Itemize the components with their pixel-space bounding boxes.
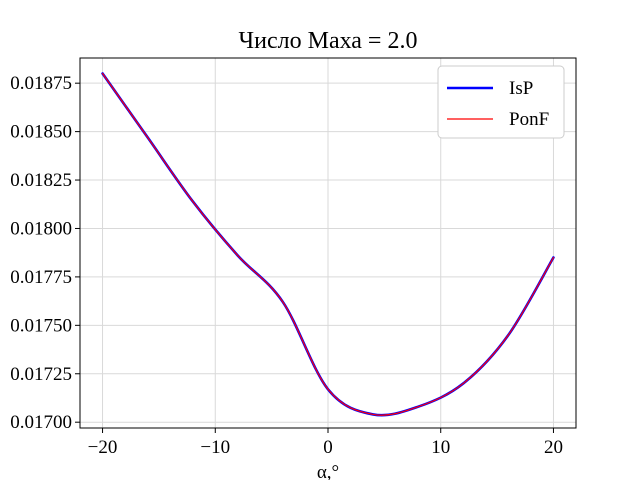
series-line-ponf: [101, 72, 555, 416]
legend: IsP PonF: [437, 65, 565, 139]
y-tick-label: 0.01800: [10, 218, 72, 239]
y-tick-label: 0.01775: [10, 267, 72, 288]
y-tick-label: 0.01825: [10, 170, 72, 191]
x-tick-label: 0: [323, 437, 333, 458]
y-tick-label: 0.01750: [10, 315, 72, 336]
y-tick-label: 0.01875: [10, 73, 72, 94]
x-tick-label: −20: [88, 437, 118, 458]
x-tick-label: 10: [431, 437, 450, 458]
x-axis-label: α,°: [317, 462, 339, 480]
x-tick-label: 20: [544, 437, 563, 458]
chart-title: Число Маха = 2.0: [239, 28, 418, 54]
y-tick-label: 0.01850: [10, 122, 72, 143]
legend-label-ponf: PonF: [509, 109, 549, 130]
ticks: −20 −10 0 10 20 0.01700 0.01725 0.01750 0.01775 0…: [10, 73, 563, 458]
series-layer: [101, 72, 555, 417]
legend-box: [437, 65, 565, 139]
y-tick-label: 0.01700: [10, 412, 72, 433]
y-tick-label: 0.01725: [10, 364, 72, 385]
x-tick-label: −10: [200, 437, 230, 458]
legend-label-isp: IsP: [509, 78, 533, 99]
